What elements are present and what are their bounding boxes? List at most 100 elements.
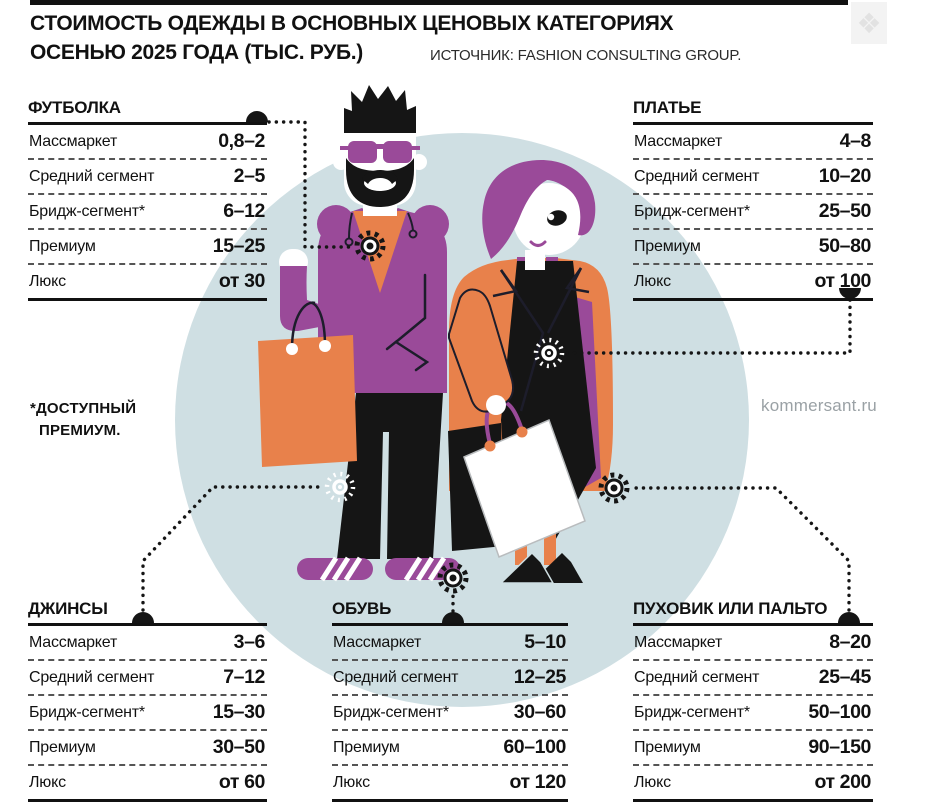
segment-label: Бридж-сегмент*: [29, 703, 145, 721]
table-row: Люкс от 120: [332, 764, 568, 799]
price-range-value: 10–20: [818, 165, 872, 187]
price-range-value: от 120: [509, 771, 566, 793]
table-title: ПУХОВИК ИЛИ ПАЛЬТО: [633, 595, 873, 626]
segment-label: Премиум: [634, 738, 701, 756]
connector-lines: [141, 120, 852, 613]
price-range-value: 3–6: [233, 631, 266, 653]
table-title: ДЖИНСЫ: [28, 595, 267, 626]
price-table-jeans: ДЖИНСЫ Массмаркет 3–6 Средний сегмент 7–12 Б…: [28, 595, 267, 802]
segment-label: Бридж-сегмент*: [634, 703, 750, 721]
price-range-value: 7–12: [223, 666, 265, 688]
segment-label: Средний сегмент: [634, 668, 760, 686]
table-row: Премиум 60–100: [332, 729, 568, 764]
hair: [344, 85, 416, 133]
table-row: Средний сегмент 7–12: [28, 659, 267, 694]
price-range-value: 5–10: [524, 631, 566, 653]
price-table-tshirt: ФУТБОЛКА Массмаркет 0,8–2 Средний сегмент 2…: [28, 94, 267, 301]
segment-label: Премиум: [29, 738, 96, 756]
connector-jeans: [141, 485, 324, 612]
table-row: Премиум 50–80: [633, 228, 873, 263]
kommersant-watermark: kommersant.ru: [761, 396, 877, 415]
segment-label: Люкс: [333, 773, 370, 791]
gear-marker-dress: [533, 337, 565, 369]
segment-label: Премиум: [634, 237, 701, 255]
gear-marker-coat: [598, 472, 630, 504]
table-row: Премиум 30–50: [28, 729, 267, 764]
price-range-value: от 30: [218, 270, 265, 292]
man-figure: [258, 85, 460, 582]
segment-label: Люкс: [634, 773, 671, 791]
price-range-value: 50–100: [808, 701, 871, 723]
table-row: Массмаркет 3–6: [28, 626, 267, 659]
woman-figure: [448, 160, 613, 584]
segment-label: Бридж-сегмент*: [333, 703, 449, 721]
segment-label: Люкс: [634, 272, 671, 290]
footnote: *ДОСТУПНЫЙ ПРЕМИУМ.: [30, 398, 136, 442]
jeans-graphic: [337, 393, 443, 559]
kommersant-ornament-icon: ❖: [851, 2, 887, 44]
man-head: [333, 85, 427, 216]
table-row: Бридж-сегмент* 30–60: [332, 694, 568, 729]
table-row: Массмаркет 8–20: [633, 626, 873, 659]
table-row: Бридж-сегмент* 25–50: [633, 193, 873, 228]
price-range-value: 50–80: [818, 235, 872, 257]
segment-label: Люкс: [29, 773, 66, 791]
top-rule: [30, 0, 848, 5]
segment-label: Средний сегмент: [29, 668, 155, 686]
white-shopping-bag: [463, 399, 586, 558]
segment-label: Массмаркет: [634, 633, 723, 651]
table-row: Премиум 15–25: [28, 228, 267, 263]
segment-label: Средний сегмент: [333, 668, 459, 686]
table-title: ПЛАТЬЕ: [633, 94, 873, 125]
segment-label: Бридж-сегмент*: [29, 202, 145, 220]
segment-label: Массмаркет: [634, 132, 723, 150]
price-range-value: 60–100: [503, 736, 566, 758]
table-row: Люкс от 60: [28, 764, 267, 799]
page-title: СТОИМОСТЬ ОДЕЖДЫ В ОСНОВНЫХ ЦЕНОВЫХ КАТЕ…: [30, 9, 790, 67]
table-row: Массмаркет 4–8: [633, 125, 873, 158]
orange-shopping-bag: [258, 301, 357, 467]
segment-label: Массмаркет: [29, 633, 118, 651]
price-range-value: 2–5: [233, 165, 266, 187]
sunglasses-icon: [340, 141, 420, 163]
price-range-value: 4–8: [839, 130, 872, 152]
price-range-value: 6–12: [223, 200, 265, 222]
price-range-value: 30–50: [212, 736, 266, 758]
table-title: ОБУВЬ: [332, 595, 568, 626]
table-row: Средний сегмент 25–45: [633, 659, 873, 694]
segment-label: Бридж-сегмент*: [634, 202, 750, 220]
price-range-value: от 200: [814, 771, 871, 793]
footnote-line-2: ПРЕМИУМ.: [39, 422, 121, 439]
woman-head: [482, 160, 596, 270]
price-range-value: от 60: [218, 771, 265, 793]
anchor-tshirt: [246, 111, 268, 122]
segment-label: Массмаркет: [333, 633, 422, 651]
table-row: Средний сегмент 12–25: [332, 659, 568, 694]
table-row: Бридж-сегмент* 6–12: [28, 193, 267, 228]
price-range-value: от 100: [814, 270, 871, 292]
price-range-value: 25–45: [818, 666, 872, 688]
title-line-1: СТОИМОСТЬ ОДЕЖДЫ В ОСНОВНЫХ ЦЕНОВЫХ КАТЕ…: [30, 12, 674, 35]
gear-marker-jeans: [324, 471, 356, 503]
table-row: Бридж-сегмент* 15–30: [28, 694, 267, 729]
hair: [482, 160, 596, 259]
table-row: Средний сегмент 10–20: [633, 158, 873, 193]
price-range-value: 8–20: [829, 631, 871, 653]
table-row: Средний сегмент 2–5: [28, 158, 267, 193]
high-heels-graphic: [499, 551, 583, 584]
table-title: ФУТБОЛКА: [28, 94, 267, 125]
segment-label: Средний сегмент: [29, 167, 155, 185]
gear-marker-tshirt: [354, 230, 386, 262]
table-row: Массмаркет 5–10: [332, 626, 568, 659]
anchor-dress: [839, 288, 861, 299]
table-row: Люкс от 30: [28, 263, 267, 298]
anchor-shoes: [442, 612, 464, 623]
table-row: Люкс от 200: [633, 764, 873, 799]
price-range-value: 15–30: [212, 701, 266, 723]
price-table-shoes: ОБУВЬ Массмаркет 5–10 Средний сегмент 12–25…: [332, 595, 568, 802]
anchor-jeans: [132, 612, 154, 623]
anchor-coat: [838, 612, 860, 623]
price-range-value: 15–25: [212, 235, 266, 257]
price-range-value: 90–150: [808, 736, 871, 758]
